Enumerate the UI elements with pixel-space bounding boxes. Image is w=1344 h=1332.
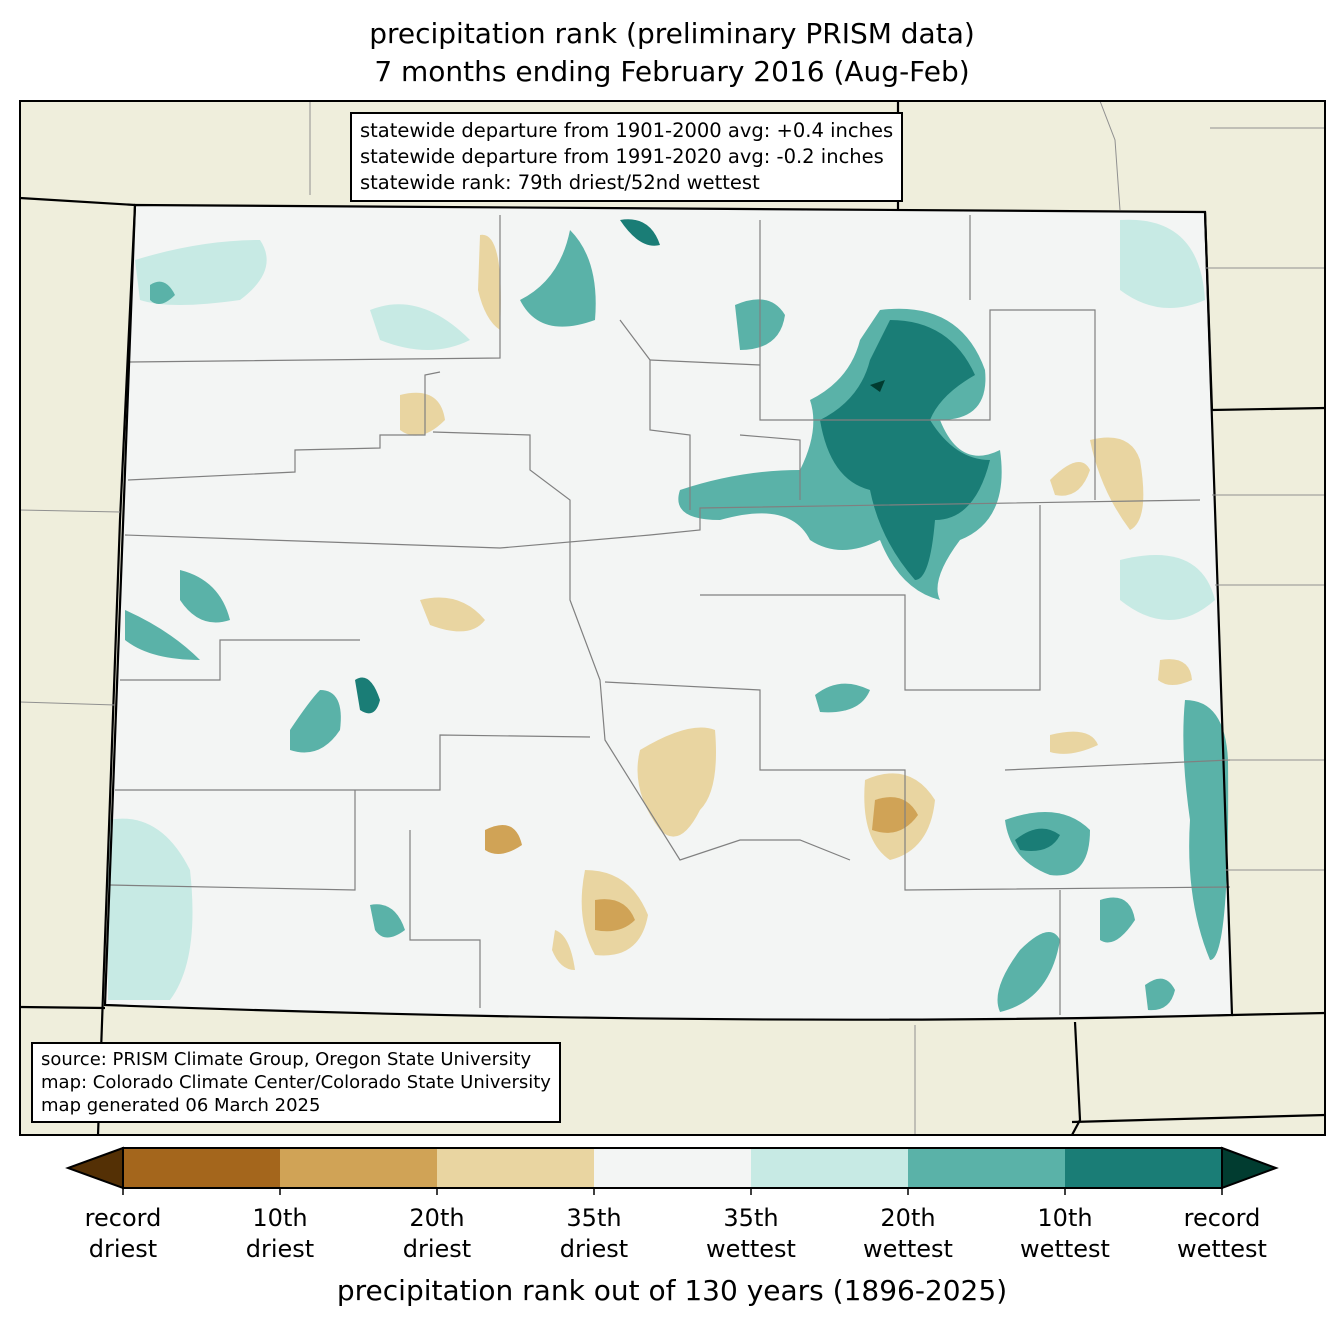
statewide-stats-box: statewide departure from 1901-2000 avg: … [350,112,904,202]
colorbar-label: precipitation rank out of 130 years (189… [336,1274,1008,1307]
colorbar-extend-low [65,1146,124,1190]
colorbar-segment [123,1148,280,1188]
tick-line1: 10th [252,1204,308,1232]
colorbar-tick-label: record wettest [1142,1203,1302,1265]
map-frame [19,100,1326,1136]
tick-line2: wettest [706,1235,796,1263]
tick-line1: 10th [1037,1204,1093,1232]
wet-regions [108,219,1229,1012]
stats-line-1: statewide departure from 1901-2000 avg: … [360,119,894,142]
colorbar-segment [594,1148,751,1188]
tick-line2: driest [559,1235,629,1263]
tick-line2: driest [88,1235,158,1263]
tick-line1: 35th [566,1204,622,1232]
dry-regions [400,234,1192,970]
tick-line1: 20th [880,1204,936,1232]
state-borders [19,101,1326,1136]
colorbar-tick-label: 10th driest [200,1203,360,1265]
colorbar-tick-label: 10th wettest [985,1203,1145,1265]
tick-line1: record [84,1204,162,1232]
colorbar-segment [751,1148,908,1188]
colorbar-segment [280,1148,437,1188]
colorbar-extend-high [1221,1146,1279,1190]
colorbar-tick-label: 35th driest [514,1203,674,1265]
tick-line1: 35th [723,1204,779,1232]
county-lines [109,215,1231,1015]
source-line-3: map generated 06 March 2025 [41,1095,321,1116]
source-line-2: map: Colorado Climate Center/Colorado St… [41,1072,551,1093]
tick-line1: 20th [409,1204,465,1232]
colorbar-tick-label: 20th wettest [828,1203,988,1265]
stats-line-2: statewide departure from 1991-2020 avg: … [360,145,884,168]
stats-line-3: statewide rank: 79th driest/52nd wettest [360,171,760,194]
map-title-line2: 7 months ending February 2016 (Aug-Feb) [374,55,970,88]
colorbar-tick-label: 20th driest [357,1203,517,1265]
colorbar-segment [908,1148,1065,1188]
tick-line2: driest [402,1235,472,1263]
tick-line1: record [1183,1204,1261,1232]
source-line-1: source: PRISM Climate Group, Oregon Stat… [41,1049,532,1070]
colorbar [65,1146,1279,1195]
neighbor-state-county-lines [19,100,1325,1135]
tick-line2: wettest [863,1235,953,1263]
colorado-state [105,205,1232,1020]
colorbar-segment [1065,1148,1222,1188]
colorbar-segment [437,1148,594,1188]
map-title-line1: precipitation rank (preliminary PRISM da… [369,17,975,50]
source-box: source: PRISM Climate Group, Oregon Stat… [31,1042,561,1123]
tick-line2: driest [245,1235,315,1263]
colorbar-tick-label: 35th wettest [671,1203,831,1265]
colorbar-tick-label: record driest [43,1203,203,1265]
tick-line2: wettest [1177,1235,1267,1263]
tick-line2: wettest [1020,1235,1110,1263]
colorbar-outline [122,1147,1223,1189]
